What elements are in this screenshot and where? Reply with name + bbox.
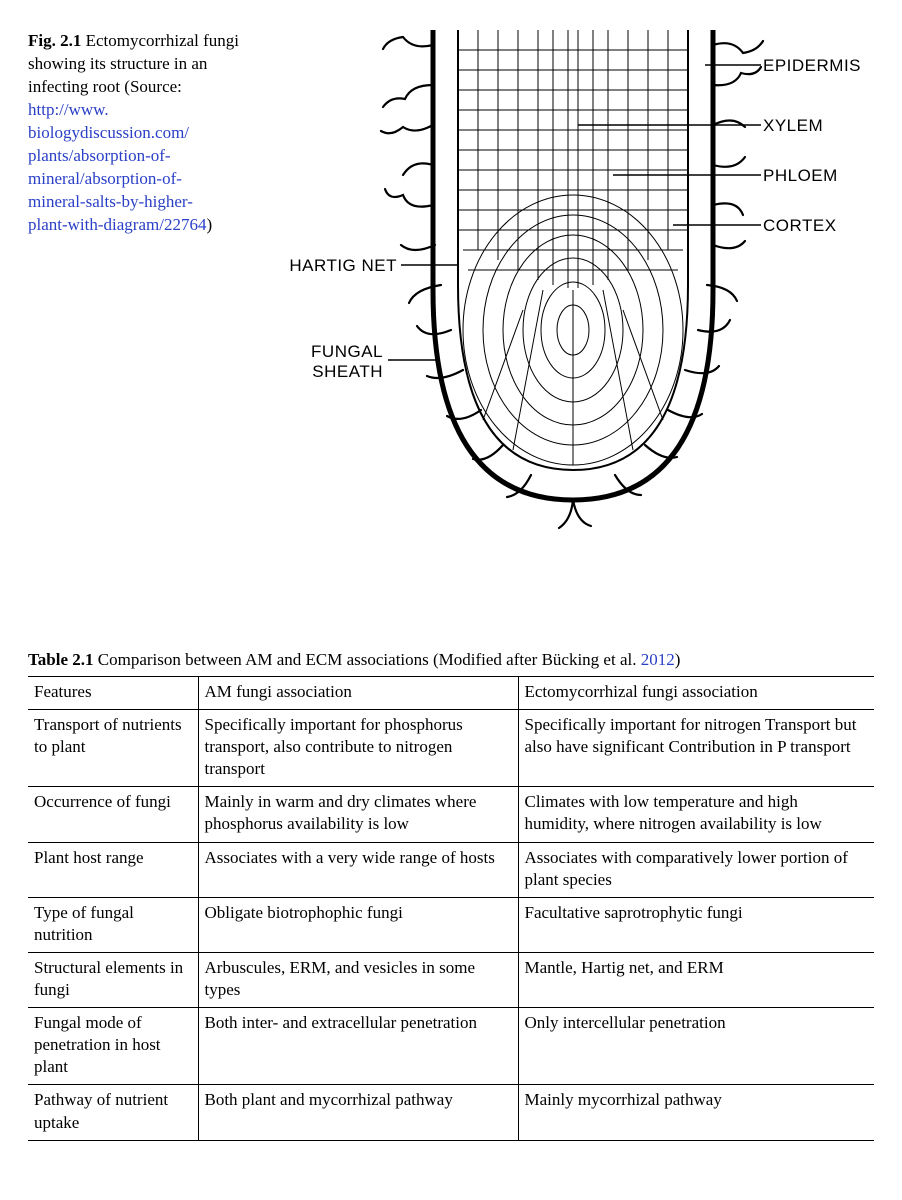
col-ecm: Ectomycorrhizal fungi association xyxy=(518,677,874,710)
table-cell: Facultative saprotrophytic fungi xyxy=(518,897,874,952)
table-cell: Type of fungal nutrition xyxy=(28,897,198,952)
table-caption-post: ) xyxy=(675,650,681,669)
col-am: AM fungi association xyxy=(198,677,518,710)
table-row: Plant host rangeAssociates with a very w… xyxy=(28,842,874,897)
table-cell: Transport of nutrients to plant xyxy=(28,710,198,787)
table-row: Fungal mode of penetration in host plant… xyxy=(28,1008,874,1085)
table-header-row: Features AM fungi association Ectomycorr… xyxy=(28,677,874,710)
label-hartig-net: HARTIG NET xyxy=(279,256,397,276)
table-cell: Both plant and mycorrhizal pathway xyxy=(198,1085,518,1140)
table-row: Structural elements in fungiArbuscules, … xyxy=(28,952,874,1007)
figure-caption: Fig. 2.1 Ectomycorrhizal fungi showing i… xyxy=(28,30,253,236)
figure-caption-post: ) xyxy=(206,215,212,234)
label-epidermis: EPIDERMIS xyxy=(763,56,861,76)
root-svg xyxy=(273,30,873,590)
label-fungal-sheath: FUNGAL SHEATH xyxy=(301,342,383,382)
table-cell: Climates with low temperature and high h… xyxy=(518,787,874,842)
root-diagram: EPIDERMIS XYLEM PHLOEM CORTEX HARTIG NET… xyxy=(273,30,874,590)
table-row: Type of fungal nutritionObligate biotrop… xyxy=(28,897,874,952)
figure-label: Fig. 2.1 xyxy=(28,31,81,50)
table-caption: Table 2.1 Comparison between AM and ECM … xyxy=(28,650,874,670)
table-cell: Occurrence of fungi xyxy=(28,787,198,842)
label-cortex: CORTEX xyxy=(763,216,837,236)
table-cell: Plant host range xyxy=(28,842,198,897)
table-label: Table 2.1 xyxy=(28,650,94,669)
label-xylem: XYLEM xyxy=(763,116,823,136)
table-row: Pathway of nutrient uptakeBoth plant and… xyxy=(28,1085,874,1140)
table-caption-text: Comparison between AM and ECM associatio… xyxy=(98,650,641,669)
table-cell: Associates with a very wide range of hos… xyxy=(198,842,518,897)
table-cell: Obligate biotrophophic fungi xyxy=(198,897,518,952)
table-body: Transport of nutrients to plantSpecifica… xyxy=(28,710,874,1141)
table-cell: Mainly in warm and dry climates where ph… xyxy=(198,787,518,842)
figure-block: Fig. 2.1 Ectomycorrhizal fungi showing i… xyxy=(28,30,874,590)
table-cell: Fungal mode of penetration in host plant xyxy=(28,1008,198,1085)
col-features: Features xyxy=(28,677,198,710)
table-cell: Structural elements in fungi xyxy=(28,952,198,1007)
table-cell: Mainly mycorrhizal pathway xyxy=(518,1085,874,1140)
table-cell: Arbuscules, ERM, and vesicles in some ty… xyxy=(198,952,518,1007)
table-cell: Specifically important for nitrogen Tran… xyxy=(518,710,874,787)
table-cell: Mantle, Hartig net, and ERM xyxy=(518,952,874,1007)
table-row: Transport of nutrients to plantSpecifica… xyxy=(28,710,874,787)
table-row: Occurrence of fungiMainly in warm and dr… xyxy=(28,787,874,842)
table-cell: Pathway of nutrient uptake xyxy=(28,1085,198,1140)
table-cell: Both inter- and extracellular penetratio… xyxy=(198,1008,518,1085)
table-cell: Specifically important for phosphorus tr… xyxy=(198,710,518,787)
label-phloem: PHLOEM xyxy=(763,166,838,186)
table-cell: Only intercellular penetration xyxy=(518,1008,874,1085)
table-cell: Associates with comparatively lower port… xyxy=(518,842,874,897)
comparison-table: Features AM fungi association Ectomycorr… xyxy=(28,676,874,1141)
figure-source-link[interactable]: http://www. biologydiscussion.com/ plant… xyxy=(28,100,206,234)
table-citation-year[interactable]: 2012 xyxy=(641,650,675,669)
